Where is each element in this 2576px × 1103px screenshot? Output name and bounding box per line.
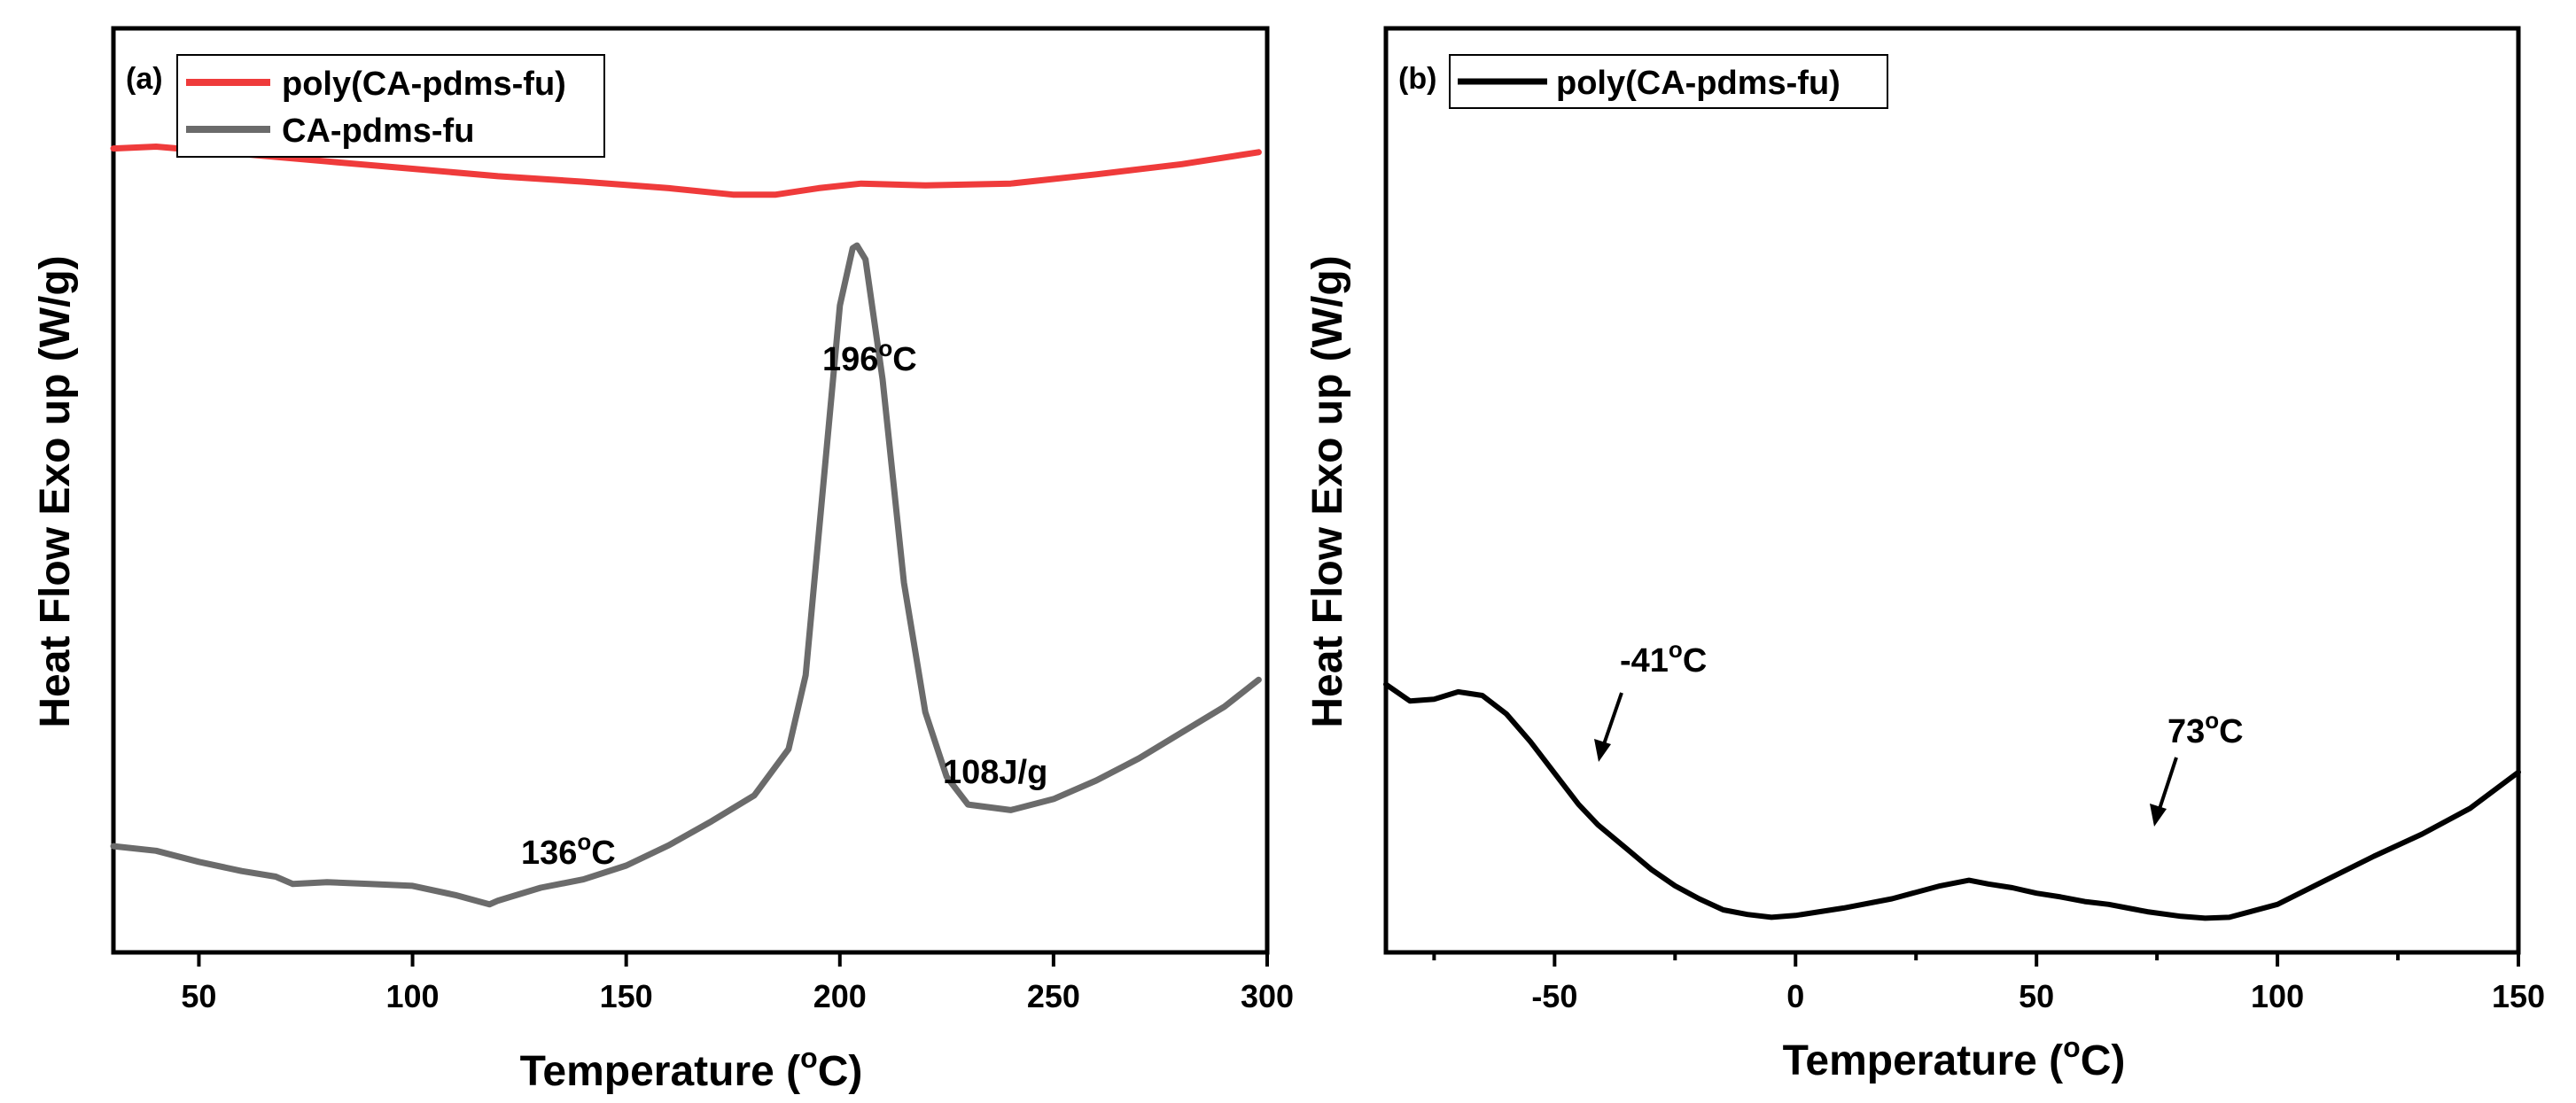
x-tick-label-0: 0 bbox=[1786, 978, 1804, 1014]
panel-b-legend: poly(CA-pdms-fu) bbox=[1449, 54, 1888, 109]
series-line-poly-ca-pdms-fu bbox=[1383, 681, 2521, 921]
panel-a-x-axis-label: Temperature (oC) bbox=[520, 1042, 863, 1095]
series-line-poly-ca-pdms-fu bbox=[110, 144, 1262, 198]
panel-b-plot-frame bbox=[1383, 26, 2521, 955]
x-tick-label-150: 150 bbox=[600, 978, 653, 1014]
annotation-enthalpy-108jg: 108J/g bbox=[943, 754, 1047, 791]
panel-a-legend: poly(CA-pdms-fu) CA-pdms-fu bbox=[176, 54, 605, 158]
panel-b-chart: -50 0 50 100 150 poly(CA-pdms-fu) (b) -41oC … bbox=[1304, 26, 2545, 1084]
panel-b-series bbox=[1383, 681, 2521, 921]
x-tick-label-50: 50 bbox=[2019, 978, 2054, 1014]
x-tick-label-150: 150 bbox=[2492, 978, 2545, 1014]
x-tick-label-300: 300 bbox=[1241, 978, 1294, 1014]
panel-a-series bbox=[110, 144, 1262, 908]
series-line-ca-pdms-fu bbox=[110, 242, 1262, 908]
panel-a-y-axis-label: Heat Flow Exo up (W/g) bbox=[32, 255, 79, 727]
panel-b-y-axis-label: Heat Flow Exo up (W/g) bbox=[1304, 255, 1351, 727]
panel-b-x-ticks: -50 0 50 100 150 bbox=[1432, 952, 2545, 1014]
panel-a-plot-frame bbox=[111, 26, 1270, 955]
annotation-arrowhead-73c bbox=[2150, 804, 2167, 827]
annotation-glass-minus41c: -41oC bbox=[1620, 636, 1707, 680]
panel-a-chart: 50 100 150 200 250 300 poly(CA-pdms-fu) CA-pd… bbox=[32, 26, 1294, 1095]
x-tick-label-50: 50 bbox=[181, 978, 216, 1014]
annotation-glass-73c: 73oC bbox=[2167, 707, 2244, 750]
x-tick-label-250: 250 bbox=[1027, 978, 1080, 1014]
annotation-arrowhead-minus41c bbox=[1594, 739, 1611, 762]
annotation-arrow-73c bbox=[2158, 757, 2178, 810]
panel-a-x-ticks: 50 100 150 200 250 300 bbox=[181, 952, 1294, 1014]
annotation-peak-196c: 196oC bbox=[822, 335, 917, 378]
annotation-arrow-minus41c bbox=[1602, 692, 1623, 745]
annotation-onset-136c: 136oC bbox=[521, 828, 616, 872]
panel-a-legend-box bbox=[176, 54, 605, 158]
legend-label-ca-pdms-fu: CA-pdms-fu bbox=[282, 113, 474, 150]
x-tick-label-200: 200 bbox=[813, 978, 867, 1014]
panel-a-label: (a) bbox=[126, 62, 163, 96]
panel-b-x-axis-label: Temperature (oC) bbox=[1783, 1031, 2126, 1084]
legend-label-poly-ca-pdms-fu: poly(CA-pdms-fu) bbox=[282, 66, 566, 103]
x-tick-label-100: 100 bbox=[386, 978, 440, 1014]
legend-label-poly-ca-pdms-fu: poly(CA-pdms-fu) bbox=[1556, 65, 1841, 102]
panel-b-label: (b) bbox=[1398, 62, 1436, 96]
x-tick-label-50: -50 bbox=[1531, 978, 1577, 1014]
x-tick-label-100: 100 bbox=[2251, 978, 2304, 1014]
